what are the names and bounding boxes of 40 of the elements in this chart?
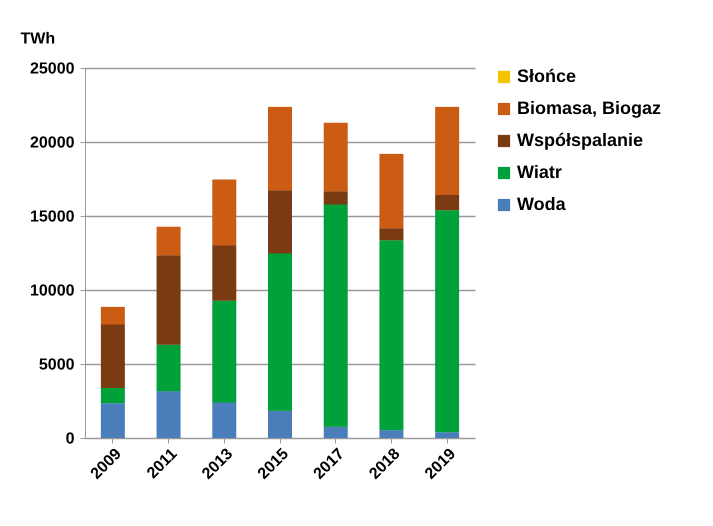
bar <box>212 402 236 438</box>
bar <box>268 253 292 411</box>
legend-label: Słońce <box>517 66 576 86</box>
bar <box>156 344 181 392</box>
bar <box>324 204 348 427</box>
bar <box>212 300 236 402</box>
y-tick-label: 20000 <box>30 134 75 152</box>
bar <box>156 226 181 256</box>
y-axis-title: TWh <box>20 30 56 48</box>
legend-label: Współspalanie <box>517 130 644 150</box>
bar <box>435 194 460 210</box>
y-tick-label: 5000 <box>38 356 75 374</box>
bar <box>324 122 348 192</box>
legend-label: Biomasa, Biogaz <box>517 98 662 118</box>
bar <box>435 106 460 195</box>
bar <box>379 154 404 228</box>
bar <box>435 432 460 438</box>
y-tick-label: 25000 <box>30 60 75 78</box>
bar <box>212 245 236 301</box>
legend-label: Wiatr <box>517 162 562 182</box>
bar <box>100 403 125 438</box>
bar <box>156 391 181 438</box>
bar <box>324 426 348 438</box>
bar <box>212 179 236 246</box>
y-tick-label: 15000 <box>30 208 75 226</box>
bar <box>156 255 181 345</box>
bar <box>379 240 404 430</box>
bar <box>379 430 404 438</box>
bar <box>100 324 125 388</box>
bar <box>100 306 125 324</box>
bar <box>379 228 404 240</box>
bar <box>268 190 292 254</box>
bar <box>268 106 292 190</box>
y-tick-label: 10000 <box>30 282 75 300</box>
bar <box>268 410 292 438</box>
bar <box>435 210 460 432</box>
bar <box>324 191 348 204</box>
legend-label: Woda <box>517 194 567 214</box>
y-tick-label: 0 <box>66 430 75 448</box>
bar <box>100 388 125 404</box>
